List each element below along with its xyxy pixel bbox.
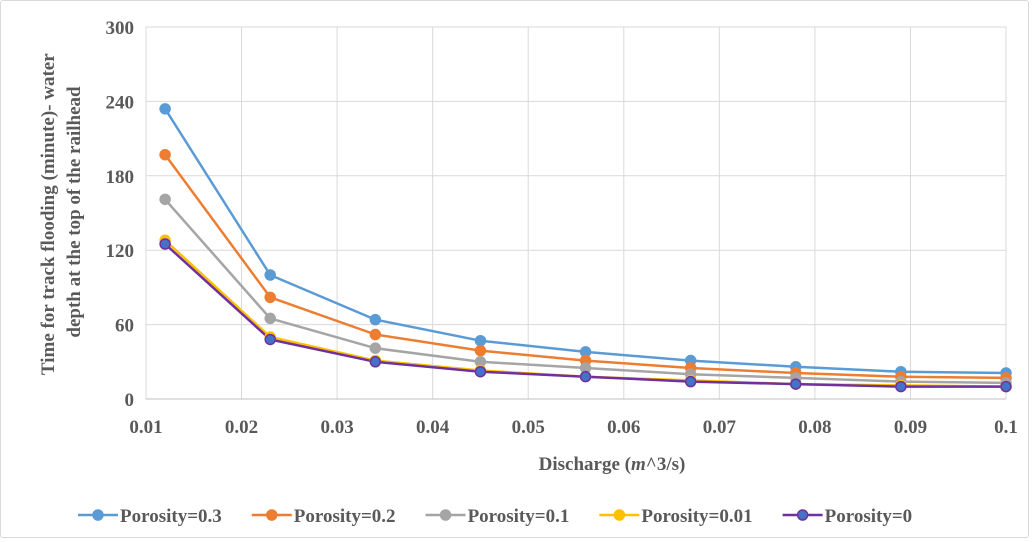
legend-item: Porosity=0 xyxy=(782,506,913,527)
y-tick-labels: 0 60 120 180 240 300 xyxy=(106,18,135,411)
data-point xyxy=(159,193,171,206)
data-point xyxy=(474,344,487,357)
data-point xyxy=(369,313,382,326)
legend-item: Porosity=0.2 xyxy=(251,506,396,527)
series-points xyxy=(159,103,1012,393)
data-point xyxy=(369,328,382,341)
y-tick-label: 0 xyxy=(125,390,135,411)
legend: Porosity=0.3 Porosity=0.2 Porosity=0.1 Poro… xyxy=(78,506,912,527)
y-tick-label: 240 xyxy=(106,92,135,113)
x-tick-labels: 0.01 0.02 0.03 0.04 0.05 0.06 0.07 0.08 0.09 0.1 xyxy=(129,417,1018,438)
data-point xyxy=(159,103,171,115)
y-tick-label: 120 xyxy=(106,241,135,262)
legend-label: Porosity=0.1 xyxy=(468,506,570,527)
y-axis-title-line-1: Time for track flooding (minute)- water xyxy=(38,53,59,375)
legend-marker xyxy=(266,509,278,521)
x-tick-label: 0.09 xyxy=(894,417,927,438)
gridlines xyxy=(146,26,1007,399)
x-tick-label: 0.05 xyxy=(512,417,545,438)
legend-item: Porosity=0.1 xyxy=(425,506,570,527)
data-point xyxy=(1000,380,1012,393)
x-tick-label: 0.07 xyxy=(703,417,737,438)
data-point xyxy=(790,378,802,390)
data-point xyxy=(369,342,382,354)
y-axis-title-line-2: depth at the top of the railhead xyxy=(64,86,85,338)
x-tick-label: 0.02 xyxy=(225,417,258,438)
data-point xyxy=(264,333,276,346)
data-point xyxy=(264,269,276,281)
data-point xyxy=(474,365,487,378)
data-point xyxy=(159,148,171,161)
legend-label: Porosity=0 xyxy=(825,506,913,527)
data-point xyxy=(159,238,171,250)
x-tick-label: 0.06 xyxy=(607,417,640,438)
legend-marker xyxy=(796,509,809,521)
data-point xyxy=(895,380,907,393)
legend-item: Porosity=0.01 xyxy=(599,506,753,527)
x-tick-label: 0.01 xyxy=(129,417,162,438)
series-lines xyxy=(164,108,1007,388)
x-tick-label: 0.04 xyxy=(416,417,450,438)
data-point xyxy=(579,370,592,383)
legend-label: Porosity=0.01 xyxy=(641,506,752,527)
x-axis-title: Discharge (m^3/s) xyxy=(539,454,686,475)
x-tick-label: 0.08 xyxy=(798,417,831,438)
series-line-0 xyxy=(164,108,1007,375)
legend-marker xyxy=(92,509,104,521)
y-axis-title: Time for track flooding (minute)- water … xyxy=(38,49,85,375)
axes xyxy=(145,27,1006,400)
legend-marker xyxy=(439,509,452,521)
y-tick-label: 180 xyxy=(106,167,135,188)
data-point xyxy=(474,334,487,347)
x-axis-title-unit: m xyxy=(631,454,646,475)
legend-item: Porosity=0.3 xyxy=(78,506,222,527)
x-tick-label: 0.03 xyxy=(320,417,353,438)
data-point xyxy=(684,375,697,388)
y-tick-label: 300 xyxy=(106,18,135,39)
legend-marker xyxy=(613,509,626,521)
y-tick-label: 60 xyxy=(115,316,134,337)
x-tick-label: 0.1 xyxy=(994,417,1018,438)
legend-label: Porosity=0.3 xyxy=(120,506,222,527)
data-point xyxy=(369,356,382,368)
data-point xyxy=(264,291,276,304)
legend-label: Porosity=0.2 xyxy=(294,506,396,527)
data-point xyxy=(264,312,276,325)
